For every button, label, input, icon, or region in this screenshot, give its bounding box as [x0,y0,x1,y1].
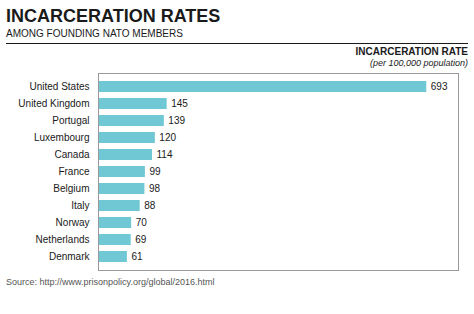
svg-text:Canada: Canada [54,149,89,160]
html-text:INCARCERATION RATES: INCARCERATION RATES [6,6,221,26]
svg-text:61: 61 [131,251,143,262]
svg-text:120: 120 [159,132,176,143]
html-text:(per 100,000 population): (per 100,000 population) [369,58,468,68]
svg-text:Norway: Norway [56,217,90,228]
svg-text:United States: United States [29,81,89,92]
svg-text:United Kingdom: United Kingdom [18,98,89,109]
svg-text:Italy: Italy [71,200,89,211]
svg-text:139: 139 [168,115,185,126]
svg-text:98: 98 [149,183,161,194]
html-text:AMONG FOUNDING NATO MEMBERS: AMONG FOUNDING NATO MEMBERS [6,28,183,39]
svg-text:114: 114 [157,149,173,160]
svg-text:70: 70 [136,217,148,228]
svg-text:Netherlands: Netherlands [36,234,90,245]
html-text:INCARCERATION RATE: INCARCERATION RATE [355,46,468,57]
svg-text:99: 99 [149,166,161,177]
svg-text:69: 69 [135,234,147,245]
html-text:Source: http://www.prisonpolic: Source: http://www.prisonpolicy.org/glob… [6,277,215,287]
svg-text:145: 145 [171,98,188,109]
svg-text:France: France [58,166,90,177]
svg-text:Belgium: Belgium [53,183,89,194]
svg-text:Luxembourg: Luxembourg [34,132,90,143]
svg-text:Denmark: Denmark [49,251,91,262]
svg-text:Portugal: Portugal [52,115,89,126]
svg-text:693: 693 [431,81,448,92]
svg-text:88: 88 [144,200,156,211]
